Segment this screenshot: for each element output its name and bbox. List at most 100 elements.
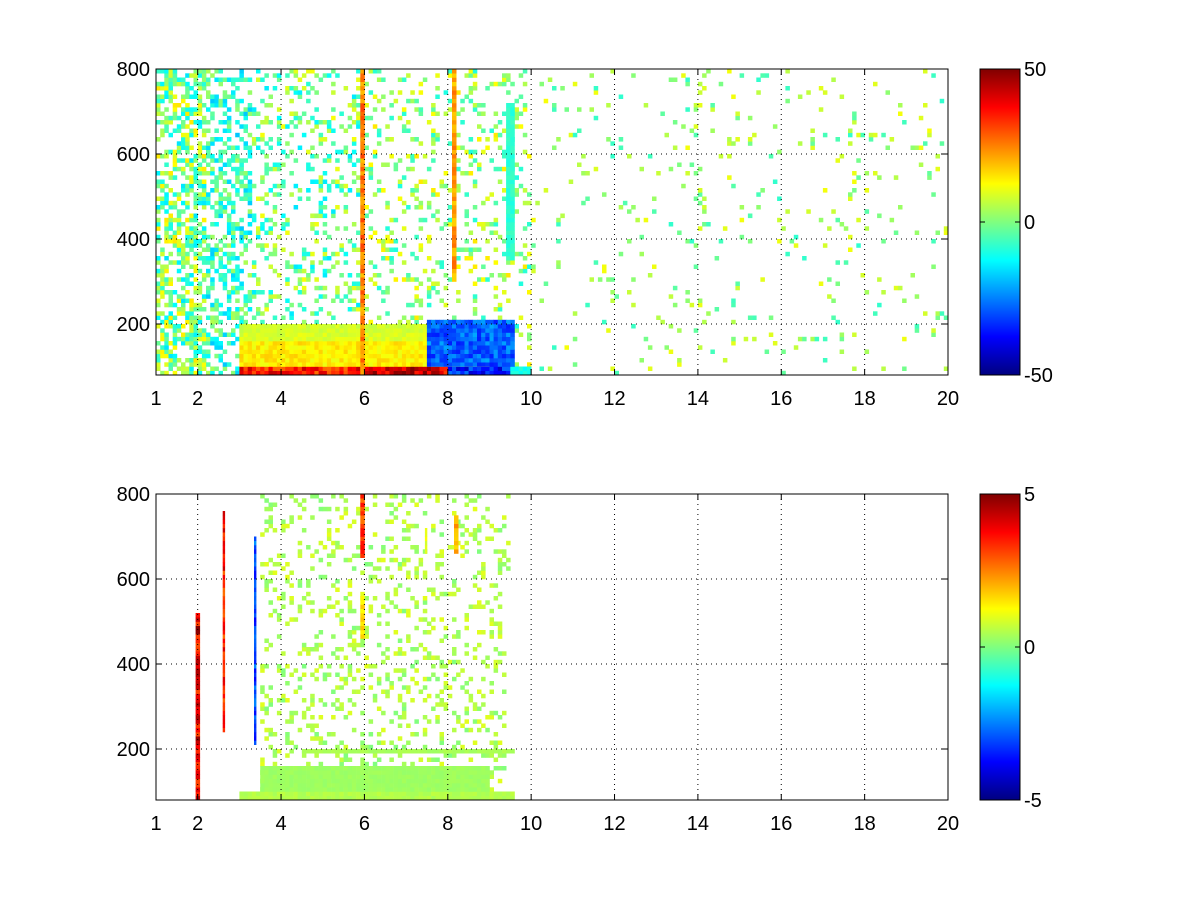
heatmap-cell <box>452 260 457 265</box>
heatmap-cell <box>293 332 299 337</box>
heatmap-cell <box>343 324 349 329</box>
heatmap-cell <box>310 494 315 499</box>
heatmap-cell <box>331 795 336 801</box>
heatmap-cell <box>235 226 240 231</box>
heatmap-cell <box>310 370 315 376</box>
heatmap-cell <box>181 251 186 257</box>
heatmap-cell <box>347 341 353 346</box>
heatmap-cell <box>268 698 273 703</box>
heatmap-cell <box>510 791 515 796</box>
heatmap-cell <box>401 528 407 533</box>
heatmap-cell <box>406 570 411 575</box>
heatmap-cell <box>452 366 457 371</box>
heatmap-cell <box>343 757 349 762</box>
heatmap-cell <box>401 277 407 282</box>
heatmap-cell <box>331 115 336 121</box>
heatmap-cell <box>314 647 319 652</box>
heatmap-cell <box>239 366 244 371</box>
heatmap-cell <box>189 183 194 189</box>
heatmap-cell <box>435 719 440 724</box>
heatmap-cell <box>256 124 261 129</box>
heatmap-cell <box>372 693 378 699</box>
heatmap-cell <box>481 562 486 567</box>
heatmap-cell <box>356 749 361 754</box>
heatmap-cell <box>452 158 457 163</box>
heatmap-cell <box>393 332 399 337</box>
heatmap-cell <box>401 778 407 784</box>
heatmap-cell <box>272 778 278 784</box>
heatmap-cell <box>360 532 365 537</box>
heatmap-cell <box>339 791 344 796</box>
heatmap-cell <box>424 545 428 550</box>
heatmap-cell <box>452 94 457 99</box>
heatmap-cell <box>510 247 515 252</box>
heatmap-cell <box>168 77 173 82</box>
heatmap-cell <box>185 315 190 320</box>
heatmap-cell <box>372 795 378 801</box>
heatmap-cell <box>201 166 207 172</box>
heatmap-cell <box>281 783 286 788</box>
heatmap-cell <box>426 302 432 308</box>
heatmap-cell <box>477 277 482 282</box>
heatmap-cell <box>431 523 436 529</box>
heatmap-cell <box>443 625 449 631</box>
heatmap-cell <box>260 719 265 724</box>
heatmap-cell <box>493 166 499 172</box>
heatmap-cell <box>360 370 365 376</box>
heatmap-cell <box>493 362 499 367</box>
heatmap-cell <box>326 766 332 771</box>
heatmap-cell <box>264 498 269 503</box>
heatmap-cell <box>702 86 707 91</box>
heatmap-cell <box>418 315 424 320</box>
heatmap-cell <box>268 506 273 512</box>
heatmap-cell <box>477 166 482 172</box>
heatmap-cell <box>406 128 411 133</box>
heatmap-cell <box>356 353 361 359</box>
heatmap-cell <box>506 362 511 367</box>
heatmap-cell <box>406 787 411 792</box>
heatmap-cell <box>506 171 511 176</box>
heatmap-cell <box>306 583 311 588</box>
heatmap-cell <box>452 591 457 597</box>
heatmap-cell <box>389 268 394 274</box>
heatmap-cell <box>426 239 432 244</box>
heatmap-cell <box>195 778 201 784</box>
heatmap-cell <box>468 766 474 771</box>
heatmap-cell <box>452 175 457 180</box>
heatmap-cell <box>318 213 324 219</box>
heatmap-cell <box>410 761 415 767</box>
heatmap-cell <box>243 341 248 346</box>
heatmap-cell <box>472 81 478 87</box>
heatmap-cell <box>239 336 244 342</box>
heatmap-cell <box>935 315 940 320</box>
heatmap-cell <box>406 302 411 308</box>
heatmap-cell <box>301 749 307 754</box>
heatmap-cell <box>693 171 699 176</box>
heatmap-cell <box>331 783 336 788</box>
heatmap-cell <box>360 630 365 635</box>
heatmap-cell <box>264 154 269 159</box>
heatmap-cell <box>497 791 503 796</box>
heatmap-cell <box>843 260 849 265</box>
heatmap-cell <box>351 171 357 176</box>
heatmap-cell <box>164 239 169 244</box>
heatmap-cell <box>185 115 190 121</box>
heatmap-cell <box>293 115 299 121</box>
heatmap-cell <box>489 795 494 801</box>
heatmap-cell <box>493 124 499 129</box>
heatmap-cell <box>389 494 394 499</box>
heatmap-cell <box>760 73 765 78</box>
heatmap-cell <box>318 209 324 214</box>
heatmap-cell <box>310 86 315 91</box>
heatmap-cell <box>426 787 432 792</box>
heatmap-cell <box>185 90 190 95</box>
heatmap-cell <box>331 251 336 257</box>
heatmap-cell <box>506 795 511 801</box>
heatmap-cell <box>360 540 365 546</box>
heatmap-cell <box>418 787 424 792</box>
heatmap-cell <box>356 302 361 308</box>
heatmap-cell <box>276 107 282 112</box>
heatmap-cell <box>272 86 278 91</box>
heatmap-cell <box>243 336 248 342</box>
heatmap-cell <box>656 171 661 176</box>
